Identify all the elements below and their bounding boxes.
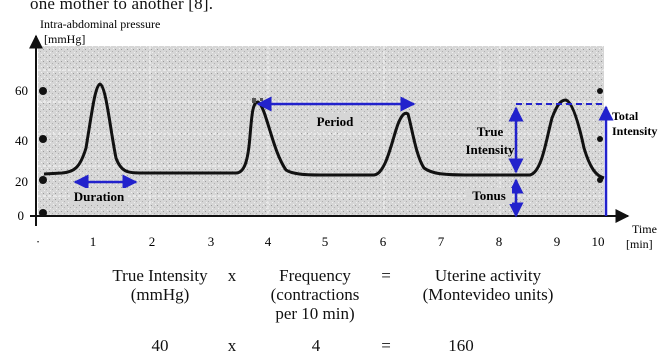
x-tick-10: 10 [592,234,605,249]
example-op-multiply: x [227,336,237,355]
x-tick-4: 4 [265,234,272,249]
y-axis-unit: [mmHg] [44,32,85,46]
montevideo-formula: True Intensity (mmHg) x Frequency (contr… [0,262,670,358]
formula-op-multiply: x [227,266,237,285]
formula-term1-line2: (mmHg) [130,285,190,304]
x-tick-7: 7 [438,234,445,249]
y-tick-60: 60 [15,83,28,98]
formula-term-intensity: True Intensity (mmHg) [90,266,230,304]
x-tick-8: 8 [496,234,503,249]
tonus-label: Tonus [472,188,506,203]
formula-term-frequency: Frequency (contractions per 10 min) [250,266,380,323]
formula-term2-line1: Frequency [279,266,351,285]
example-equals: = [381,336,391,355]
period-label: Period [317,114,355,129]
x-tick-5: 5 [322,234,329,249]
y-axis-title: Intra-abdominal pressure [40,17,160,31]
x-tick-2: 2 [149,234,156,249]
x-axis-title: Time [632,222,657,236]
formula-term1-line1: True Intensity [112,266,208,285]
pressure-trace [43,82,605,180]
formula-term2-line2: (contractions [270,285,360,304]
x-tick-9: 9 [554,234,561,249]
true-intensity-label-line2: Intensity [465,142,515,157]
formula-equals: = [381,266,391,285]
y-axis-ticks: 0 20 40 60 [15,83,28,223]
x-tick-origin-dot: · [36,234,40,249]
total-intensity-label-line2: Intensity [612,124,657,138]
x-tick-3: 3 [208,234,215,249]
x-tick-6: 6 [380,234,387,249]
tonus-label-bg [466,188,512,204]
formula-term3-line2: (Montevideo units) [422,285,554,304]
duration-label: Duration [74,189,125,204]
x-tick-1: 1 [90,234,97,249]
y-tick-0: 0 [18,208,25,223]
true-intensity-label: True [477,124,504,139]
example-frequency: 4 [311,336,321,355]
paper-edge-marks [39,87,603,217]
duration-label-bg [70,188,128,205]
preceding-text-line: one mother to another [8]. [30,0,214,13]
y-tick-40: 40 [15,133,28,148]
total-intensity-label: Total [612,109,639,123]
x-axis-ticks: · 1 2 3 4 5 6 7 8 9 10 [36,234,605,249]
y-tick-20: 20 [15,174,28,189]
period-label-bg [310,114,360,130]
x-axis-unit: [min] [626,237,653,251]
formula-term2-line3: per 10 min) [275,304,355,323]
example-intensity: 40 [151,336,169,355]
formula-term-uterine-activity: Uterine activity (Montevideo units) [388,266,588,304]
formula-term3-line1: Uterine activity [434,266,542,285]
uterine-pressure-diagram: Intra-abdominal pressure [mmHg] 0 20 40 … [15,17,657,251]
example-result: 160 [448,336,474,355]
